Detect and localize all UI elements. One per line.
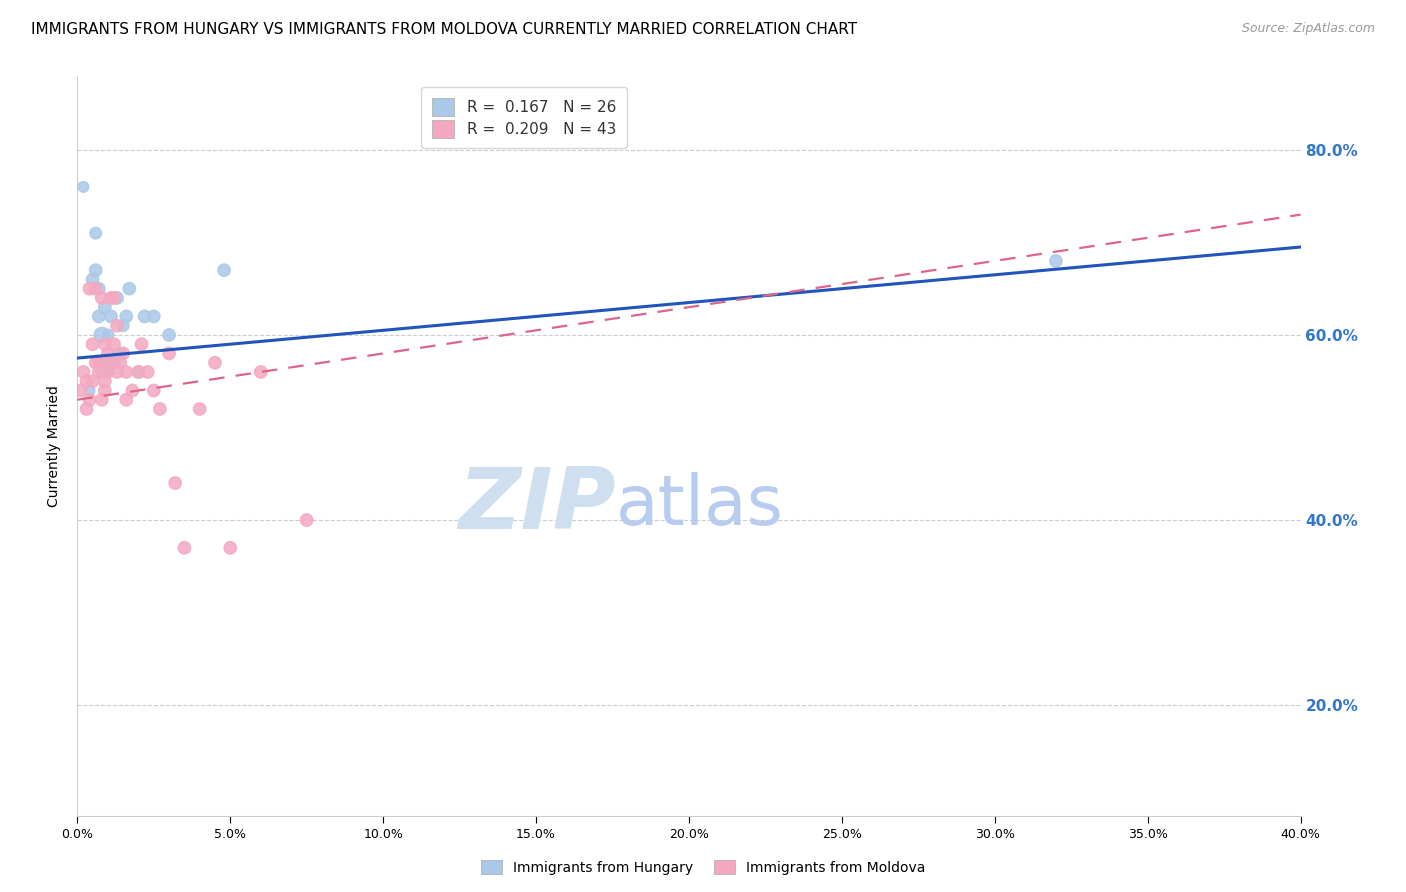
Point	[212, 263, 235, 277]
Point	[97, 346, 120, 360]
Point	[87, 365, 110, 379]
Text: ZIP: ZIP	[458, 464, 616, 547]
Point	[97, 365, 120, 379]
Point	[250, 365, 273, 379]
Point	[69, 384, 91, 398]
Point	[87, 356, 110, 370]
Point	[72, 365, 94, 379]
Point	[136, 365, 159, 379]
Point	[108, 356, 131, 370]
Point	[97, 327, 120, 342]
Point	[105, 365, 128, 379]
Point	[90, 365, 112, 379]
Point	[94, 384, 117, 398]
Point	[76, 401, 98, 416]
Point	[157, 327, 180, 342]
Point	[115, 392, 138, 407]
Point	[79, 384, 101, 398]
Point	[108, 346, 131, 360]
Point	[94, 300, 117, 314]
Point	[115, 365, 138, 379]
Point	[165, 476, 187, 491]
Point	[90, 392, 112, 407]
Point	[84, 356, 107, 370]
Point	[94, 374, 117, 388]
Point	[84, 282, 107, 296]
Point	[173, 541, 195, 555]
Point	[84, 226, 107, 240]
Point	[87, 282, 110, 296]
Point	[112, 346, 135, 360]
Point	[100, 356, 122, 370]
Point	[105, 291, 128, 305]
Point	[219, 541, 242, 555]
Point	[100, 291, 122, 305]
Point	[134, 310, 156, 324]
Point	[97, 365, 120, 379]
Point	[94, 356, 117, 370]
Text: Source: ZipAtlas.com: Source: ZipAtlas.com	[1241, 22, 1375, 36]
Point	[142, 384, 165, 398]
Point	[82, 272, 104, 286]
Point	[149, 401, 172, 416]
Point	[142, 310, 165, 324]
Point	[79, 282, 101, 296]
Point	[121, 384, 143, 398]
Point	[131, 337, 153, 351]
Point	[90, 291, 112, 305]
Point	[127, 365, 149, 379]
Legend: Immigrants from Hungary, Immigrants from Moldova: Immigrants from Hungary, Immigrants from…	[475, 855, 931, 880]
Point	[82, 337, 104, 351]
Point	[87, 310, 110, 324]
Point	[115, 310, 138, 324]
Point	[105, 318, 128, 333]
Y-axis label: Currently Married: Currently Married	[48, 385, 62, 507]
Point	[84, 263, 107, 277]
Text: IMMIGRANTS FROM HUNGARY VS IMMIGRANTS FROM MOLDOVA CURRENTLY MARRIED CORRELATION: IMMIGRANTS FROM HUNGARY VS IMMIGRANTS FR…	[31, 22, 858, 37]
Legend: R =  0.167   N = 26, R =  0.209   N = 43: R = 0.167 N = 26, R = 0.209 N = 43	[420, 87, 627, 148]
Point	[90, 327, 112, 342]
Point	[79, 392, 101, 407]
Point	[157, 346, 180, 360]
Point	[127, 365, 149, 379]
Point	[103, 356, 125, 370]
Point	[188, 401, 211, 416]
Text: atlas: atlas	[616, 472, 783, 539]
Point	[82, 374, 104, 388]
Point	[103, 291, 125, 305]
Point	[112, 318, 135, 333]
Point	[295, 513, 318, 527]
Point	[100, 310, 122, 324]
Point	[72, 179, 94, 194]
Point	[1045, 253, 1067, 268]
Point	[103, 337, 125, 351]
Point	[204, 356, 226, 370]
Point	[76, 374, 98, 388]
Point	[94, 337, 117, 351]
Point	[118, 282, 141, 296]
